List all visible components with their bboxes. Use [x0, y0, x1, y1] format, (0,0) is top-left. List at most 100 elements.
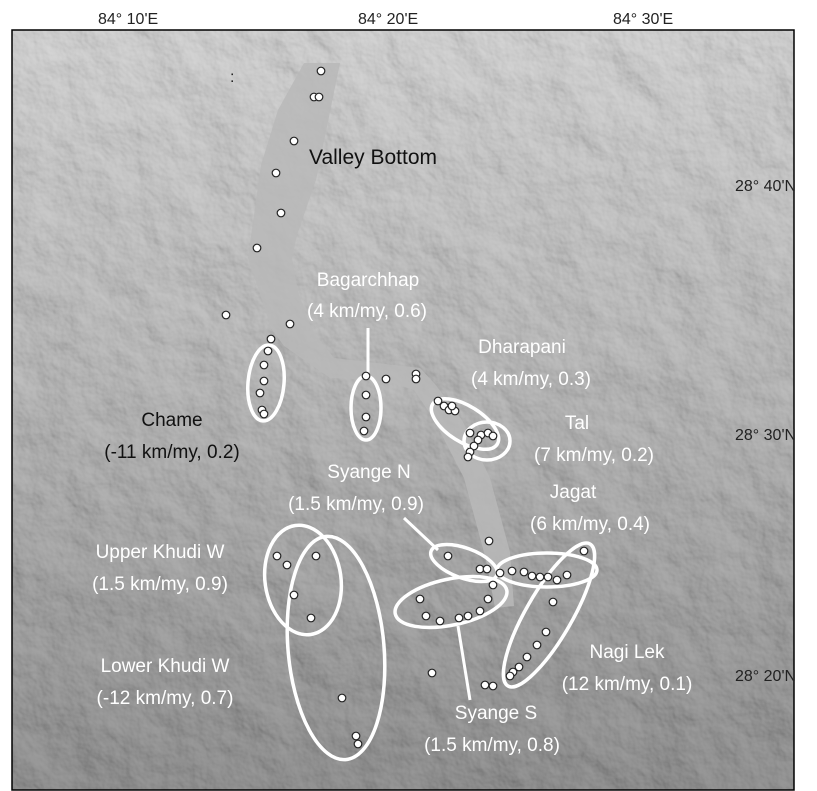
sample-point — [427, 668, 437, 678]
lat-label-1: 28° 40'N — [735, 178, 796, 195]
sample-point — [252, 243, 262, 253]
sample-point — [259, 409, 269, 419]
sample-point — [488, 681, 498, 691]
upper-khudi-w-name: Upper Khudi W — [96, 542, 225, 563]
sample-point — [484, 536, 494, 546]
chame-stats: (-11 km/my, 0.2) — [104, 442, 239, 463]
lower-khudi-w-stats: (-12 km/my, 0.7) — [97, 688, 234, 709]
sample-point — [263, 346, 273, 356]
syange-s-name: Syange S — [455, 703, 537, 724]
dharapani-name: Dharapani — [478, 337, 566, 358]
lon-label-2: 84° 20'E — [358, 11, 418, 28]
region-ellipses — [246, 343, 599, 762]
lon-label-1: 84° 10'E — [98, 11, 158, 28]
sample-point — [266, 334, 276, 344]
sample-point — [480, 680, 490, 690]
sample-point — [548, 597, 558, 607]
sample-point — [271, 168, 281, 178]
sample-point — [562, 570, 572, 580]
sample-point — [435, 616, 445, 626]
sample-point — [579, 546, 589, 556]
sample-point — [527, 571, 537, 581]
sample-point — [314, 92, 324, 102]
lower-khudi-w-ellipse — [285, 534, 387, 762]
sample-point — [311, 551, 321, 561]
syange-n-name: Syange N — [327, 462, 410, 483]
sample-point — [541, 627, 551, 637]
terrain-layer — [12, 30, 794, 790]
sample-point — [282, 560, 292, 570]
sample-point — [255, 388, 265, 398]
sample-point — [221, 310, 231, 320]
valley-bottom-label: Valley Bottom — [309, 146, 437, 169]
lower-khudi-w-name: Lower Khudi W — [101, 656, 230, 677]
jagat-stats: (6 km/my, 0.4) — [530, 514, 650, 535]
valley-bottom-corridor — [248, 63, 514, 608]
sample-point — [285, 319, 295, 329]
sample-point — [475, 606, 485, 616]
sample-point — [361, 371, 371, 381]
dharapani-stats: (4 km/my, 0.3) — [471, 369, 591, 390]
sample-point — [552, 575, 562, 585]
chame-ellipse — [246, 343, 286, 423]
syange-n-leader — [402, 516, 440, 552]
leader-lines — [366, 328, 472, 701]
sample-point — [316, 66, 326, 76]
sample-point — [495, 568, 505, 578]
map-frame — [11, 29, 795, 791]
sample-point — [483, 594, 493, 604]
sample-point — [359, 426, 369, 436]
sample-point — [276, 208, 286, 218]
sample-point — [411, 374, 421, 384]
sample-point — [447, 401, 457, 411]
sample-point — [465, 428, 475, 438]
sample-point — [415, 594, 425, 604]
sample-point — [488, 431, 498, 441]
sample-point — [507, 566, 517, 576]
lat-label-2: 28° 30'N — [735, 427, 796, 444]
sample-point — [454, 613, 464, 623]
tal-ellipse — [462, 420, 512, 462]
sample-point — [361, 390, 371, 400]
sample-point — [488, 580, 498, 590]
sample-point — [463, 611, 473, 621]
sample-point — [381, 374, 391, 384]
sample-point — [353, 739, 363, 749]
syange-s-ellipse — [393, 574, 509, 630]
sample-point — [532, 640, 542, 650]
sample-point — [272, 551, 282, 561]
upper-khudi-w-stats: (1.5 km/my, 0.9) — [92, 574, 228, 595]
sample-point — [505, 671, 515, 681]
jagat-name: Jagat — [550, 482, 597, 503]
syange-s-leader — [456, 625, 472, 701]
upper-khudi-w-ellipse — [262, 523, 344, 637]
sample-point — [469, 441, 479, 451]
bagarchhap-stats: (4 km/my, 0.6) — [307, 301, 427, 322]
tal-stats: (7 km/my, 0.2) — [534, 445, 654, 466]
sample-point — [421, 611, 431, 621]
sample-point — [289, 590, 299, 600]
nagi-lek-ellipse — [501, 541, 597, 689]
sample-point — [482, 564, 492, 574]
sample-point — [519, 567, 529, 577]
sample-point — [463, 452, 473, 462]
sample-point — [289, 136, 299, 146]
sample-point — [535, 572, 545, 582]
bagarchhap-name: Bagarchhap — [317, 270, 419, 291]
sample-point — [351, 731, 361, 741]
sample-point — [473, 435, 483, 445]
dharapani-ellipse — [429, 396, 501, 452]
sample-point — [543, 572, 553, 582]
lon-label-3: 84° 30'E — [613, 11, 673, 28]
chame-name: Chame — [141, 410, 202, 431]
sample-point — [522, 652, 532, 662]
sample-points — [221, 66, 589, 749]
syange-s-stats: (1.5 km/my, 0.8) — [424, 735, 560, 756]
sample-point — [514, 662, 524, 672]
sample-point — [259, 360, 269, 370]
nagi-lek-stats: (12 km/my, 0.1) — [562, 674, 693, 695]
sample-point — [443, 551, 453, 561]
syange-n-stats: (1.5 km/my, 0.9) — [288, 494, 424, 515]
sample-point — [361, 412, 371, 422]
